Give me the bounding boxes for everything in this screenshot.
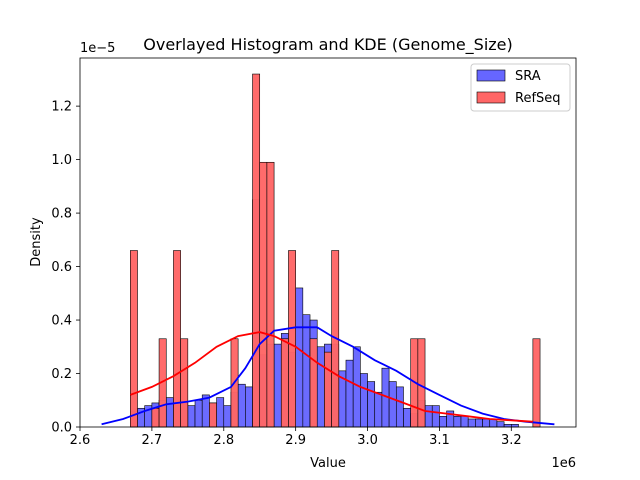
histogram-bar: [482, 418, 491, 428]
y-axis: 0.0 0.2 0.4 0.6 0.8 1.0 1.2: [51, 100, 80, 436]
legend-swatch-sra: [476, 69, 506, 82]
histogram-bar: [511, 424, 519, 428]
x-axis: 2.6 2.7 2.8 2.9 3.0 3.1 3.2: [70, 427, 522, 448]
y-tick-label: 0.0: [51, 421, 72, 436]
histogram-bar: [360, 373, 368, 428]
histogram-bar: [130, 250, 138, 428]
x-scale-label: 1e6: [551, 456, 576, 471]
legend: SRA RefSeq: [470, 63, 571, 112]
histogram-bar: [532, 338, 541, 428]
y-scale-label: 1e−5: [80, 41, 115, 56]
x-tick-label: 2.6: [70, 433, 91, 448]
x-tick-label: 2.9: [285, 433, 306, 448]
legend-label-sra: SRA: [515, 69, 541, 84]
histogram-bar: [503, 424, 512, 428]
histogram-bar: [280, 338, 289, 428]
histogram-bar: [273, 343, 282, 428]
histogram-bar: [367, 381, 376, 428]
histogram-bar: [453, 416, 462, 428]
x-tick-label: 2.7: [142, 433, 163, 448]
histogram-bar: [496, 421, 505, 428]
y-axis-label: Density: [29, 217, 44, 267]
histogram-bar: [388, 381, 397, 428]
histogram-bar: [417, 338, 426, 428]
histogram-bar: [237, 383, 246, 428]
x-tick-label: 3.0: [357, 433, 378, 448]
histogram-bar: [180, 338, 189, 428]
histogram-bar: [216, 397, 225, 428]
histogram-bar: [345, 359, 354, 428]
histogram-bar: [187, 405, 196, 428]
histogram-bar: [252, 73, 261, 428]
histogram-bar: [201, 394, 210, 428]
kde-line-refseq: [129, 331, 533, 423]
y-tick-label: 1.2: [51, 100, 72, 115]
y-tick-label: 1.0: [51, 153, 72, 168]
histogram-bar: [467, 418, 476, 428]
y-tick-label: 0.6: [51, 260, 72, 275]
histogram-bar: [431, 405, 440, 428]
histogram-bar: [245, 386, 253, 428]
chart-title: Overlayed Histogram and KDE (Genome_Size…: [143, 35, 513, 55]
histogram-bar: [266, 161, 275, 428]
histogram-bar: [194, 399, 203, 428]
plot-area: [101, 73, 555, 428]
histogram-bar: [316, 346, 325, 428]
histogram-bar: [475, 418, 483, 428]
legend-label-refseq: RefSeq: [515, 91, 561, 106]
axes-frame: [79, 57, 577, 428]
y-tick-label: 0.2: [51, 367, 72, 382]
histogram-bar: [288, 250, 296, 428]
kde-line-sra: [101, 326, 555, 426]
histogram-bar: [374, 391, 383, 428]
x-axis-label: Value: [310, 456, 346, 471]
histogram-bar: [395, 386, 404, 428]
y-tick-label: 0.4: [51, 314, 72, 329]
histogram-bar: [223, 405, 232, 428]
histogram-bar: [295, 287, 304, 428]
histogram-bar: [165, 397, 174, 428]
histogram-bar: [403, 407, 411, 428]
histogram-bar: [424, 405, 433, 428]
histogram-bar: [324, 351, 332, 428]
histogram-bar: [209, 402, 217, 428]
histogram-bar: [173, 250, 181, 428]
y-tick-label: 0.8: [51, 207, 72, 222]
legend-swatch-refseq: [476, 91, 506, 104]
histogram-bar: [151, 407, 160, 428]
histogram-bar: [439, 416, 447, 428]
x-tick-label: 3.1: [429, 433, 450, 448]
histogram-bar: [302, 314, 311, 428]
histogram-bar: [309, 338, 318, 428]
histogram-bar: [460, 416, 469, 428]
x-tick-label: 2.8: [213, 433, 234, 448]
x-tick-label: 3.2: [501, 433, 522, 448]
histogram-bar: [259, 161, 268, 428]
